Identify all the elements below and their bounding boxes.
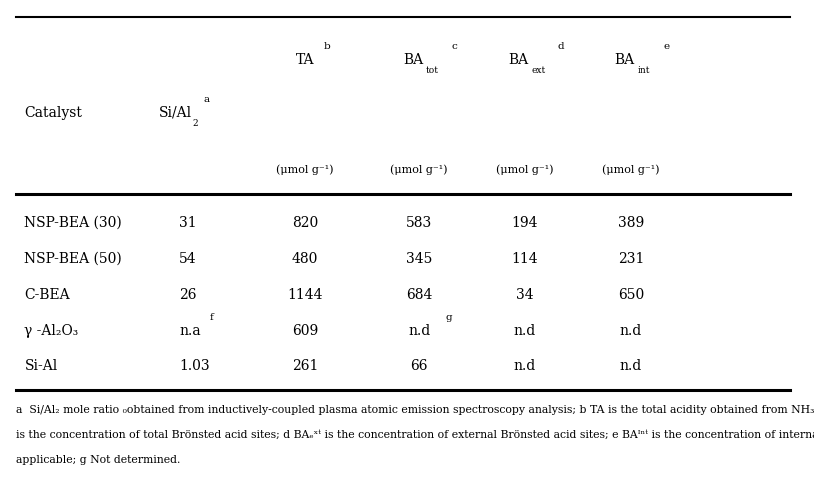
Text: Catalyst: Catalyst	[24, 105, 82, 120]
Text: 34: 34	[516, 287, 534, 302]
Text: 820: 820	[292, 216, 318, 230]
Text: 261: 261	[292, 359, 318, 374]
Text: (μmol g⁻¹): (μmol g⁻¹)	[277, 165, 334, 175]
Text: 114: 114	[512, 251, 538, 266]
Text: n.d: n.d	[514, 359, 536, 374]
Text: Si/Al: Si/Al	[159, 105, 192, 120]
Text: 26: 26	[179, 287, 196, 302]
Text: 389: 389	[618, 216, 644, 230]
Text: n.d: n.d	[619, 359, 642, 374]
Text: BA: BA	[509, 53, 529, 67]
Text: int: int	[637, 66, 650, 75]
Text: (μmol g⁻¹): (μmol g⁻¹)	[602, 165, 659, 175]
Text: (μmol g⁻¹): (μmol g⁻¹)	[497, 165, 554, 175]
Text: d: d	[558, 42, 564, 51]
Text: n.d: n.d	[408, 323, 431, 338]
Text: 2: 2	[193, 119, 199, 127]
Text: tot: tot	[426, 66, 439, 75]
Text: 31: 31	[179, 216, 197, 230]
Text: 583: 583	[406, 216, 432, 230]
Text: 609: 609	[292, 323, 318, 338]
Text: C-BEA: C-BEA	[24, 287, 70, 302]
Text: (μmol g⁻¹): (μmol g⁻¹)	[391, 165, 448, 175]
Text: BA: BA	[615, 53, 635, 67]
Text: c: c	[452, 42, 457, 51]
Text: applicable; g Not determined.: applicable; g Not determined.	[16, 455, 181, 465]
Text: a  Si/Al₂ mole ratio ₀obtained from inductively-coupled plasma atomic emission s: a Si/Al₂ mole ratio ₀obtained from induc…	[16, 405, 814, 415]
Text: BA: BA	[403, 53, 423, 67]
Text: g: g	[445, 313, 452, 321]
Text: TA: TA	[296, 53, 314, 67]
Text: 194: 194	[512, 216, 538, 230]
Text: is the concentration of total Brönsted acid sites; d BAₑˣᵗ is the concentration : is the concentration of total Brönsted a…	[16, 430, 814, 440]
Text: n.d: n.d	[514, 323, 536, 338]
Text: 480: 480	[292, 251, 318, 266]
Text: n.d: n.d	[619, 323, 642, 338]
Text: 684: 684	[406, 287, 432, 302]
Text: ext: ext	[532, 66, 546, 75]
Text: a: a	[204, 95, 210, 103]
Text: 54: 54	[179, 251, 197, 266]
Text: e: e	[663, 42, 670, 51]
Text: 66: 66	[410, 359, 428, 374]
Text: 1.03: 1.03	[179, 359, 210, 374]
Text: n.a: n.a	[179, 323, 201, 338]
Text: NSP-BEA (50): NSP-BEA (50)	[24, 251, 122, 266]
Text: Si-Al: Si-Al	[24, 359, 58, 374]
Text: γ -Al₂O₃: γ -Al₂O₃	[24, 323, 79, 338]
Text: 650: 650	[618, 287, 644, 302]
Text: 345: 345	[406, 251, 432, 266]
Text: f: f	[210, 313, 214, 321]
Text: b: b	[323, 42, 330, 51]
Text: 1144: 1144	[287, 287, 323, 302]
Text: NSP-BEA (30): NSP-BEA (30)	[24, 216, 122, 230]
Text: 231: 231	[618, 251, 644, 266]
